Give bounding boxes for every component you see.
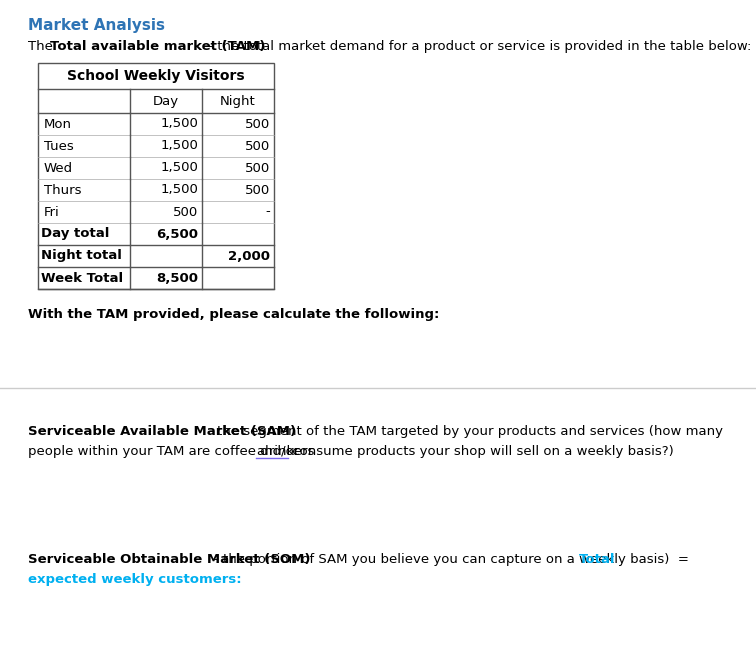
Text: Tues: Tues [44, 140, 74, 153]
Text: Serviceable Obtainable Market (SOM): Serviceable Obtainable Market (SOM) [28, 553, 311, 566]
Text: people within your TAM are coffee drinkers: people within your TAM are coffee drinke… [28, 445, 318, 458]
Text: 500: 500 [245, 161, 270, 175]
Text: Total available market (TAM): Total available market (TAM) [50, 40, 265, 53]
Text: and/or: and/or [256, 445, 299, 458]
Text: 500: 500 [245, 118, 270, 130]
Text: Night total: Night total [41, 250, 122, 262]
Text: 500: 500 [245, 140, 270, 153]
Text: 500: 500 [173, 205, 198, 219]
Text: Fri: Fri [44, 205, 60, 219]
Text: Day: Day [153, 94, 179, 108]
Text: School Weekly Visitors: School Weekly Visitors [67, 69, 245, 83]
Text: Wed: Wed [44, 161, 73, 175]
Text: Night: Night [220, 94, 256, 108]
Text: 6,500: 6,500 [156, 227, 198, 240]
Text: 1,500: 1,500 [160, 161, 198, 175]
Bar [38, 63, 274, 289]
Text: consume products your shop will sell on a weekly basis?): consume products your shop will sell on … [288, 445, 674, 458]
Text: 500: 500 [245, 183, 270, 197]
Text: 1,500: 1,500 [160, 183, 198, 197]
Text: expected weekly customers:: expected weekly customers: [28, 573, 242, 586]
Text: Serviceable Available Market (SAM): Serviceable Available Market (SAM) [28, 425, 296, 438]
Text: - the portion of SAM you believe you can capture on a weekly basis)  =: - the portion of SAM you believe you can… [213, 553, 692, 566]
Text: The: The [28, 40, 57, 53]
Text: Day total: Day total [41, 227, 110, 240]
Text: 8,500: 8,500 [156, 272, 198, 284]
Text: 1,500: 1,500 [160, 118, 198, 130]
Text: Mon: Mon [44, 118, 72, 130]
Text: - the total market demand for a product or service is provided in the table belo: - the total market demand for a product … [204, 40, 751, 53]
Text: Total: Total [578, 553, 615, 566]
Text: 1,500: 1,500 [160, 140, 198, 153]
Text: -: - [265, 205, 270, 219]
Text: Week Total: Week Total [41, 272, 123, 284]
Text: Thurs: Thurs [44, 183, 82, 197]
Text: With the TAM provided, please calculate the following:: With the TAM provided, please calculate … [28, 308, 439, 321]
Text: Market Analysis: Market Analysis [28, 18, 165, 33]
Text: 2,000: 2,000 [228, 250, 270, 262]
Text: - the segment of the TAM targeted by your products and services (how many: - the segment of the TAM targeted by you… [208, 425, 723, 438]
